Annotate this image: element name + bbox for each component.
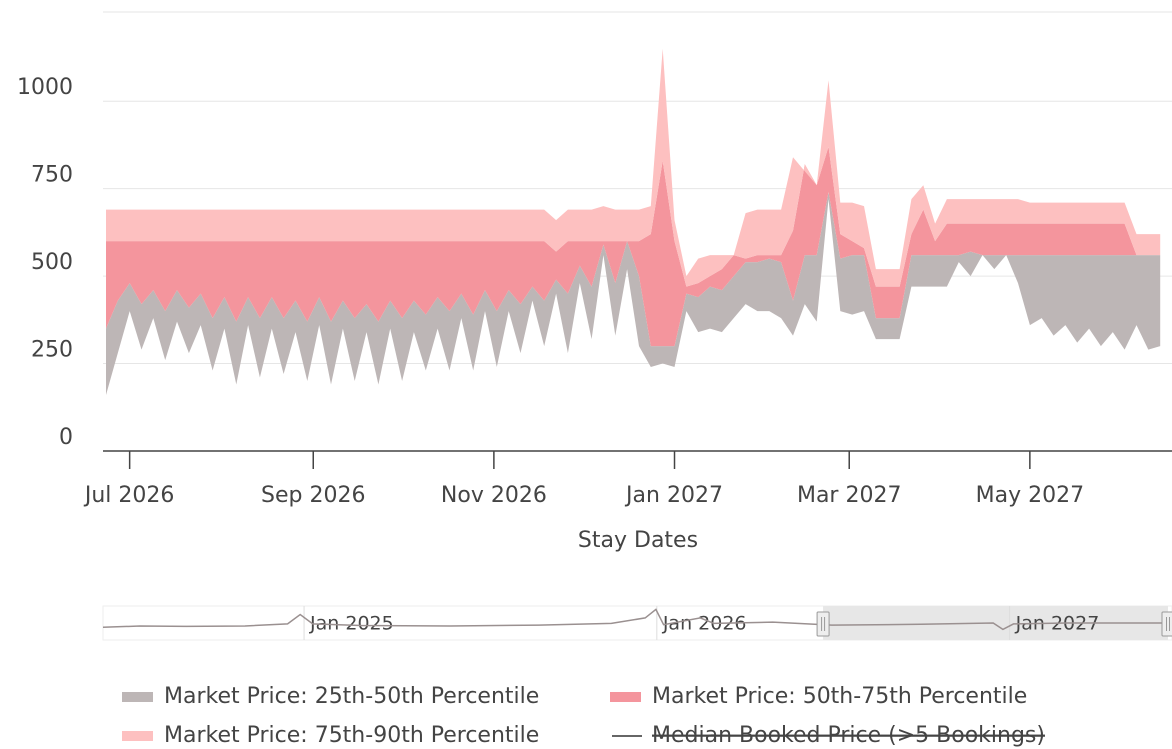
y-tick-label: 250: [31, 338, 73, 363]
legend-swatch: [122, 731, 153, 741]
y-tick-label: 500: [31, 250, 73, 275]
x-tick-label: Jul 2026: [83, 483, 175, 508]
y-tick-label: 0: [59, 425, 73, 450]
legend-label: Median Booked Price (>5 Bookings): [652, 723, 1045, 748]
x-axis-title: Stay Dates: [578, 528, 698, 553]
y-tick-label: 1000: [17, 75, 73, 100]
band-area: [106, 146, 1161, 347]
x-tick-label: Mar 2027: [797, 483, 902, 508]
range-tick-label: Jan 2026: [662, 613, 747, 635]
legend-label: Market Price: 75th-90th Percentile: [164, 723, 539, 748]
legend-swatch: [610, 692, 641, 702]
legend-label: Market Price: 25th-50th Percentile: [164, 684, 539, 709]
x-tick-label: Sep 2026: [261, 483, 365, 508]
range-tick-label: Jan 2025: [309, 613, 394, 635]
x-tick-label: Nov 2026: [441, 483, 547, 508]
x-tick-label: Jan 2027: [624, 483, 723, 508]
legend-label: Market Price: 50th-75th Percentile: [652, 684, 1027, 709]
x-tick-label: May 2027: [976, 483, 1084, 508]
y-tick-label: 750: [31, 163, 73, 188]
band-area: [106, 192, 1161, 395]
band-area: [106, 48, 1161, 287]
range-line: [102, 608, 1170, 631]
legend-swatch: [122, 692, 153, 702]
range-handle: [816, 611, 830, 637]
